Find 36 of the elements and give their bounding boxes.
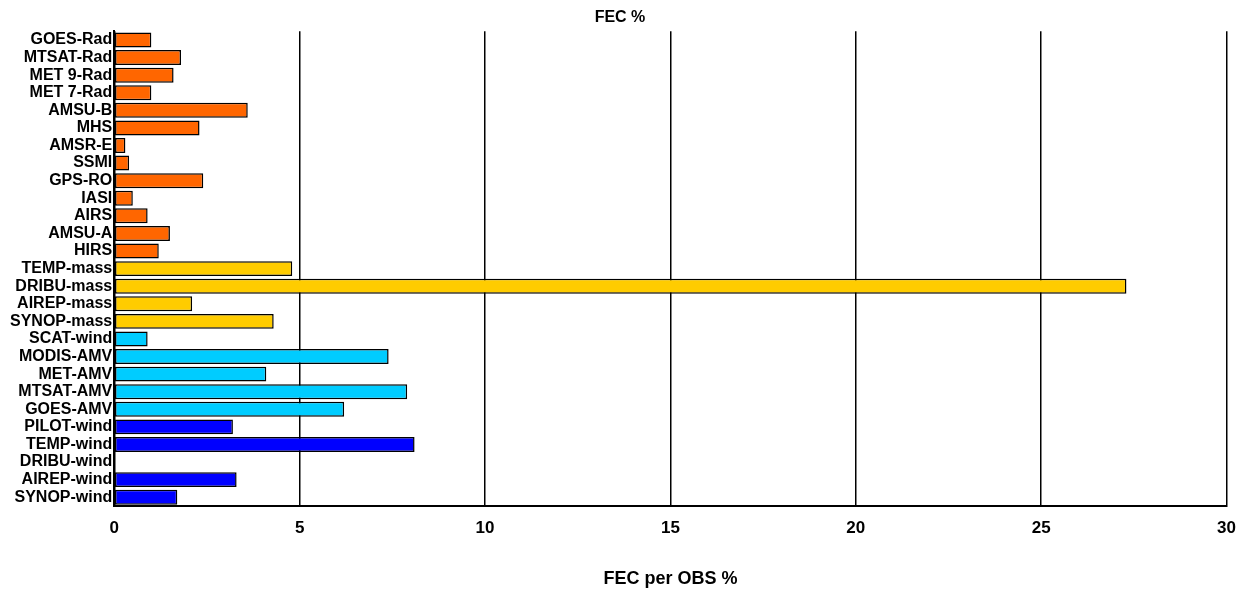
y-tick-label: DRIBU-mass <box>15 276 113 294</box>
y-tick-label: TEMP-wind <box>26 434 113 452</box>
x-axis-title: FEC per OBS % <box>603 568 738 589</box>
chart-title: FEC % <box>594 8 646 26</box>
y-tick-label: SCAT-wind <box>29 329 113 347</box>
y-tick-label: AIREP-wind <box>21 470 113 488</box>
y-tick-label: MET-AMV <box>38 364 113 382</box>
y-tick-label: SYNOP-wind <box>14 487 113 505</box>
y-tick-label: AIRS <box>74 206 113 224</box>
x-tick-label: 15 <box>660 517 680 537</box>
y-tick-label: MET 9-Rad <box>29 65 113 83</box>
y-tick-label: DRIBU-wind <box>19 452 113 470</box>
y-tick-label: AIREP-mass <box>17 294 113 312</box>
y-tick-label: SSMI <box>73 153 113 171</box>
y-tick-label: MHS <box>76 118 113 136</box>
y-tick-label: MET 7-Rad <box>29 83 113 101</box>
x-tick-label: 25 <box>1031 517 1051 537</box>
y-tick-label: PILOT-wind <box>24 417 113 435</box>
y-tick-label: MTSAT-Rad <box>23 47 113 65</box>
x-tick-label: 5 <box>294 517 305 537</box>
y-tick-label: GOES-AMV <box>25 399 113 417</box>
y-tick-label: HIRS <box>74 241 113 259</box>
y-tick-label: SYNOP-mass <box>10 311 113 329</box>
y-tick-label: AMSU-A <box>48 223 113 241</box>
x-tick-label: 20 <box>846 517 866 537</box>
y-tick-label: GOES-Rad <box>30 30 113 48</box>
x-tick-label: 10 <box>475 517 495 537</box>
y-tick-label: MTSAT-AMV <box>18 382 113 400</box>
x-tick-label: 0 <box>109 517 119 537</box>
y-tick-label: IASI <box>81 188 113 206</box>
y-tick-label: AMSR-E <box>49 135 113 153</box>
y-tick-label: GPS-RO <box>49 171 113 189</box>
y-tick-label: AMSU-B <box>48 100 113 118</box>
x-tick-label: 30 <box>1217 517 1237 537</box>
y-tick-label: MODIS-AMV <box>18 346 113 364</box>
y-tick-label: TEMP-mass <box>21 259 113 277</box>
